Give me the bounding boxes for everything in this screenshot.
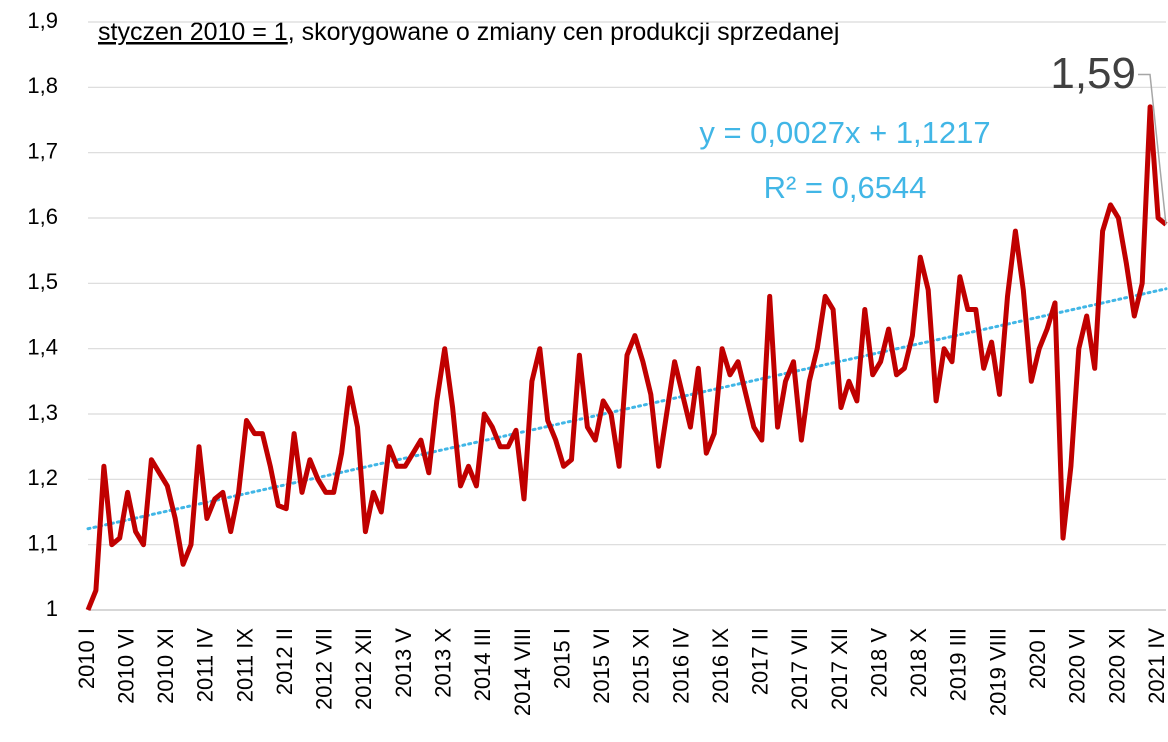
x-tick-label: 2015 I <box>549 628 574 689</box>
x-tick-label: 2010 VI <box>113 628 138 704</box>
x-tick-label: 2014 III <box>470 628 495 701</box>
data-label: 1,59 <box>1050 49 1136 98</box>
x-tick-label: 2020 VI <box>1065 628 1090 704</box>
trend-equation: y = 0,0027x + 1,1217 <box>699 115 990 150</box>
trendline <box>86 287 1168 531</box>
trend-r2: R² = 0,6544 <box>764 170 927 205</box>
x-tick-label: 2011 IX <box>232 628 257 703</box>
y-tick-label: 1,5 <box>27 269 58 294</box>
x-tick-label: 2012 XII <box>351 628 376 710</box>
x-tick-label: 2018 X <box>906 628 931 698</box>
x-tick-label: 2021 IV <box>1144 628 1168 704</box>
x-tick-label: 2013 X <box>431 628 456 698</box>
y-tick-label: 1,8 <box>27 73 58 98</box>
x-tick-label: 2012 VII <box>312 628 337 710</box>
leader-line <box>1138 73 1167 225</box>
y-tick-label: 1,7 <box>27 138 58 163</box>
x-tick-label: 2010 I <box>74 628 99 689</box>
x-tick-label: 2012 II <box>272 628 297 695</box>
x-tick-label: 2014 VIII <box>510 628 535 716</box>
x-tick-label: 2019 VIII <box>985 628 1010 716</box>
y-tick-label: 1 <box>46 596 58 621</box>
y-tick-label: 1,4 <box>27 334 58 359</box>
x-tick-label: 2011 IV <box>193 628 218 703</box>
x-tick-label: 2017 VII <box>787 628 812 710</box>
x-tick-label: 2016 IX <box>708 628 733 704</box>
x-tick-label: 2017 II <box>748 628 773 695</box>
x-tick-label: 2020 I <box>1025 628 1050 689</box>
y-tick-label: 1,2 <box>27 465 58 490</box>
x-tick-label: 2015 XI <box>629 628 654 704</box>
series-line <box>85 104 1168 611</box>
y-tick-label: 1,9 <box>27 8 58 33</box>
x-tick-label: 2010 XI <box>153 628 178 704</box>
y-tick-label: 1,1 <box>27 530 58 555</box>
x-tick-label: 2018 V <box>866 628 891 698</box>
x-tick-label: 2015 VI <box>589 628 614 704</box>
x-tick-label: 2017 XII <box>827 628 852 710</box>
x-tick-label: 2016 IV <box>668 628 693 704</box>
x-tick-label: 2013 V <box>391 628 416 698</box>
y-tick-label: 1,3 <box>27 400 58 425</box>
x-tick-label: 2019 III <box>946 628 971 701</box>
y-tick-label: 1,6 <box>27 204 58 229</box>
x-tick-label: 2020 XI <box>1104 628 1129 704</box>
